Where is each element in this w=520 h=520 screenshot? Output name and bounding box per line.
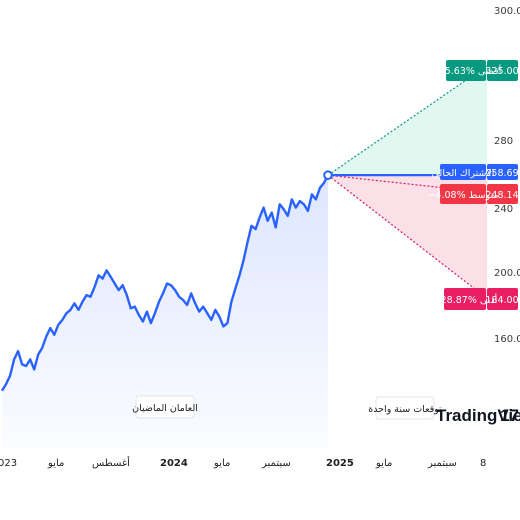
y-tick-label: 200.00 (494, 268, 520, 279)
tag-avg: −4.08% متوسط 248.14 (427, 184, 519, 204)
tag-max: +25.63% أقصى 325.00 (431, 60, 519, 81)
x-tick-label: سبتمبر (427, 458, 457, 469)
x-tick-label: أغسطس (92, 456, 130, 469)
tag-min: −28.87% أدنى 184.00 (433, 288, 519, 310)
x-tick-label: مايو (47, 458, 64, 469)
svg-text:17: 17 (500, 406, 519, 425)
current-price-dot (323, 170, 333, 180)
svg-text:الاشتراك الحالي: الاشتراك الحالي (432, 168, 495, 179)
x-tick-label: سبتمبر (261, 458, 291, 469)
y-tick-label: 300.00 (494, 6, 520, 17)
forecast-max-line (327, 65, 488, 176)
svg-text:توقعات سنة واحدة: توقعات سنة واحدة (368, 404, 442, 415)
svg-text:325.00: 325.00 (485, 66, 518, 77)
history-section-label: العامان الماضيان (132, 395, 198, 419)
y-tick-label: 280 (494, 136, 513, 147)
forecast-min-line (327, 174, 488, 299)
tradingview-logo: TradingView 17 (436, 406, 520, 425)
history-series-line (0, 174, 330, 392)
y-tick-label: 240 (494, 204, 513, 215)
svg-text:−28.87% أدنى: −28.87% أدنى (433, 293, 498, 306)
x-tick-label: 2025 (326, 458, 354, 469)
x-tick-label: مايو (375, 458, 392, 469)
x-tick-label: 023 (0, 458, 17, 469)
svg-text:−4.08% متوسط: −4.08% متوسط (427, 190, 498, 201)
y-axis: 300.00 280 240 200.00 160.00 (494, 6, 520, 345)
x-tick-label: مايو (213, 458, 230, 469)
y-tick-label: 160.00 (494, 334, 520, 345)
x-axis: 023 مايو أغسطس 2024 مايو سبتمبر 2025 ماي… (0, 456, 486, 469)
tag-current: الاشتراك الحالي 258.69 (432, 164, 519, 180)
svg-text:184.00: 184.00 (485, 295, 518, 306)
forecast-section-label: توقعات سنة واحدة (368, 396, 442, 420)
x-tick-label: 2024 (160, 458, 188, 469)
svg-text:TradingView: TradingView (436, 406, 520, 425)
svg-text:العامان الماضيان: العامان الماضيان (132, 403, 198, 414)
x-tick-label: 8 (480, 458, 486, 469)
svg-text:248.14: 248.14 (485, 190, 518, 201)
svg-text:258.69: 258.69 (485, 168, 518, 179)
history-area (2, 174, 328, 448)
svg-text:+25.63% أقصى: +25.63% أقصى (431, 64, 502, 77)
